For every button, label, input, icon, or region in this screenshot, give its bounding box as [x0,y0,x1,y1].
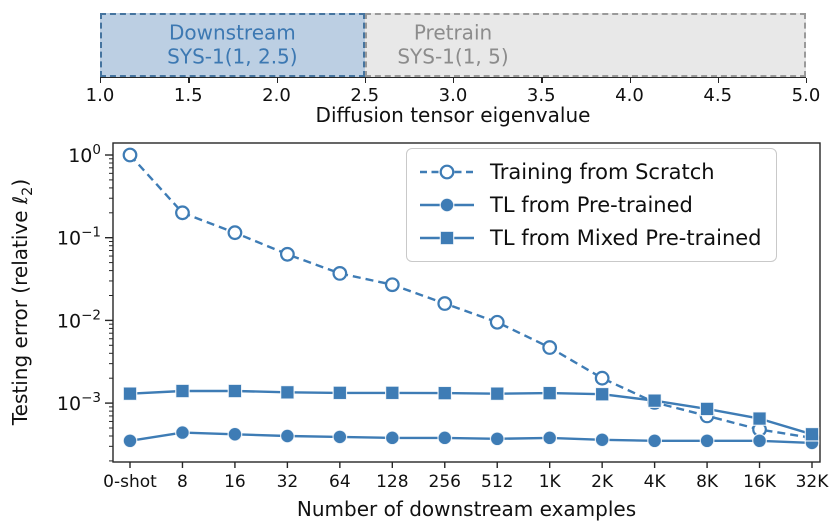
x-axis-tick-label: 16 [224,472,246,492]
x-axis-tick-label: 4K [644,472,667,492]
x-axis-tick-label: 2K [591,472,614,492]
x-axis-title: Number of downstream examples [296,497,637,521]
top-axis-tick-label: 4.5 [703,85,733,106]
top-axis-tick-mark [453,78,455,83]
top-axis-tick-label: 2.0 [262,85,291,106]
series-tl-from-mixed-pre-trained [122,383,820,442]
y-axis-title: Testing error (relative ℓ2) [8,179,36,425]
y-axis-title-sub: 2 [20,186,36,196]
legend-label: TL from Mixed Pre-trained [490,226,762,250]
series-line [129,154,813,440]
x-axis-tick-label: 32K [796,472,830,492]
top-x-axis-line [100,77,806,78]
top-axis-tick-label: 1.0 [85,85,115,106]
pretrain-region [364,13,806,77]
top-axis-tick-mark [629,78,631,83]
series-line [129,389,813,436]
top-x-axis-title: Diffusion tensor eigenvalue [315,103,591,127]
pretrain-label-line2: SYS-1(1, 5) [397,45,509,69]
legend-entry-training-from-scratch: Training from Scratch [417,157,762,187]
x-axis-tick-label: 1K [539,472,562,492]
legend-entry-tl-from-pretrained: TL from Pre-trained [417,190,762,220]
legend-sample-solid-circle-icon [420,197,474,213]
legend-label: TL from Pre-trained [490,193,693,217]
top-axis-tick-label: 5.0 [791,85,821,106]
x-axis-tick-label: 256 [429,472,461,492]
legend-sample-dashed-open-circle-icon [420,164,474,180]
top-axis-tick-label: 1.5 [173,85,203,106]
legend-entry-tl-from-mixed-pretrained: TL from Mixed Pre-trained [417,223,762,253]
top-axis-tick-label: 3.0 [438,85,468,106]
top-axis-tick-label: 3.5 [526,85,556,106]
pretrain-label-line1: Pretrain [413,20,493,45]
y-axis-title-suffix: ) [8,178,32,187]
top-axis-tick-mark [276,78,278,83]
x-axis-tick-label: 8 [177,472,188,492]
x-axis-tick-label: 512 [481,472,513,492]
x-axis-tick-label: 32 [277,472,299,492]
top-axis-tick-mark [541,78,543,83]
x-axis-tick-label: 0-shot [103,472,157,492]
top-axis-tick-mark [100,78,102,83]
y-axis-title-text: Testing error (relative ℓ [8,195,32,426]
y-axis-ticks: 100 10−1 10−2 10−3 [57,142,113,415]
downstream-region [100,13,365,77]
x-axis-tick-label: 64 [329,472,351,492]
series-line [129,431,813,445]
top-axis-tick-mark [364,78,367,83]
x-axis-tick-label: 16K [743,472,777,492]
x-axis-ticks: 0-shot 8 16 32 64 128 256 512 1K 2K 4K 8K 16K 32K [103,462,829,492]
x-axis-tick-label: 8K [696,472,719,492]
y-axis-tick-label: 10−1 [57,225,101,250]
series-tl-from-pre-trained [122,425,820,451]
y-axis-tick-label: 10−3 [57,390,101,415]
x-axis-tick-label: 128 [376,472,408,492]
plot-area: 100 10−1 10−2 10−3 0-shot 8 16 32 64 128 256 512 1K 2… [57,142,829,492]
top-axis-tick-mark [806,78,808,83]
legend-sample-solid-square-icon [420,230,474,246]
eigenvalue-band: Downstream SYS-1(1, 2.5) Pretrain SYS-1(… [100,13,806,77]
downstream-label-line2: SYS-1(1, 2.5) [167,45,298,69]
downstream-region-label: Downstream SYS-1(1, 2.5) [167,21,297,70]
y-axis-tick-label: 10−2 [57,307,101,332]
y-axis-minor-ticks [109,158,113,462]
downstream-label-line1: Downstream [168,20,296,45]
top-axis-tick-mark [188,78,190,83]
y-axis-tick-label: 100 [68,142,101,167]
eigenvalue-panel: Downstream SYS-1(1, 2.5) Pretrain SYS-1(… [0,0,830,135]
top-axis-tick-mark [717,78,720,83]
legend-label: Training from Scratch [490,160,715,184]
pretrain-region-label: Pretrain SYS-1(1, 5) [397,21,508,70]
top-x-axis-ticks: 1.0 1.5 2.0 2.5 3.0 3.5 4.0 4.5 5.0 [86,77,820,106]
top-axis-tick-label: 2.5 [350,85,380,106]
top-axis-tick-label: 4.0 [615,85,644,106]
plot-frame [112,142,821,463]
legend: Training from Scratch TL from Pre-traine… [406,148,777,262]
